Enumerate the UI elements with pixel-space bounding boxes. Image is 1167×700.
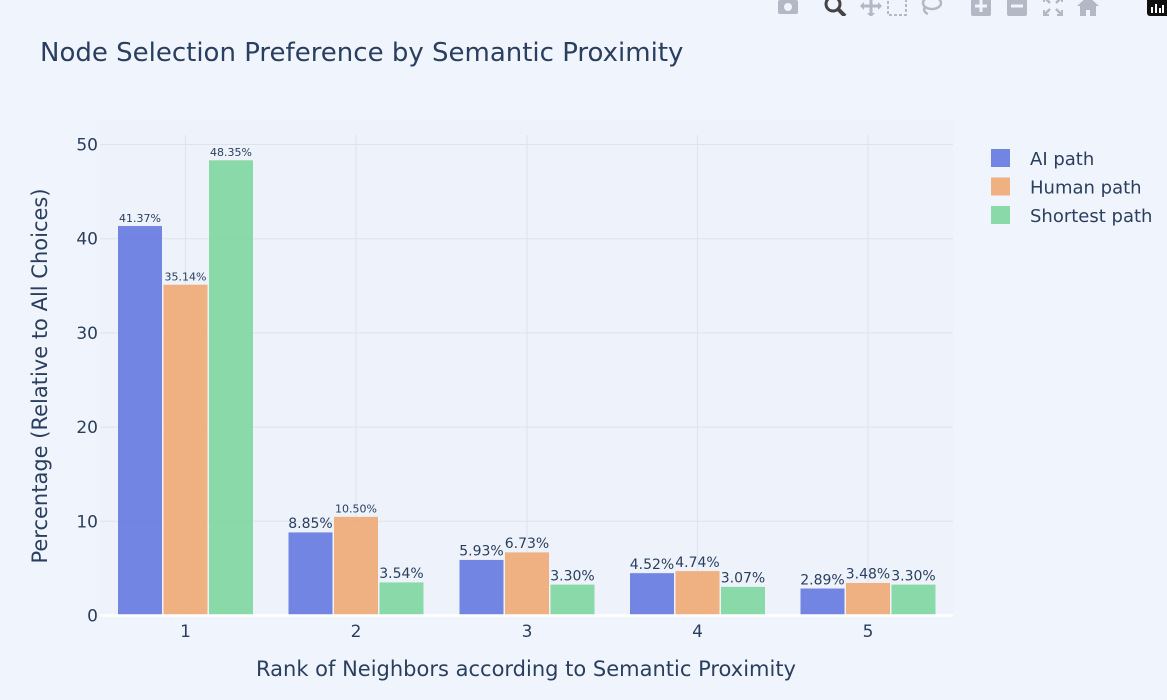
data-label: 5.93% bbox=[459, 544, 503, 560]
data-labels: 41.37% 8.85% 5.93% 4.52% 2.89% 35.14% 10.50% 6.… bbox=[119, 146, 936, 588]
data-label: 8.85% bbox=[288, 516, 332, 532]
lasso-icon[interactable] bbox=[919, 0, 943, 16]
bar[interactable] bbox=[163, 284, 208, 616]
bars[interactable] bbox=[117, 159, 936, 616]
x-tick-label: 5 bbox=[863, 622, 874, 642]
x-axis-label: Rank of Neighbors according to Semantic … bbox=[256, 657, 796, 681]
bar[interactable] bbox=[891, 584, 936, 616]
legend-item[interactable]: Shortest path bbox=[991, 206, 1152, 227]
y-tick-label: 50 bbox=[76, 136, 98, 156]
legend-swatch bbox=[991, 177, 1010, 196]
bar[interactable] bbox=[208, 159, 254, 616]
home-icon[interactable] bbox=[1076, 0, 1100, 16]
bar[interactable] bbox=[288, 531, 333, 616]
y-tick-label: 40 bbox=[76, 230, 98, 250]
data-label: 10.50% bbox=[335, 503, 377, 516]
data-label: 3.54% bbox=[379, 566, 423, 582]
legend-label: Human path bbox=[1030, 178, 1142, 199]
x-tick-label: 4 bbox=[692, 622, 703, 642]
data-label: 4.74% bbox=[675, 555, 719, 571]
modebar bbox=[777, 0, 1167, 16]
camera-icon[interactable] bbox=[777, 0, 800, 16]
y-tick-label: 0 bbox=[87, 607, 98, 627]
legend-item[interactable]: Human path bbox=[991, 177, 1142, 199]
data-label: 3.48% bbox=[846, 567, 890, 583]
bar[interactable] bbox=[845, 582, 891, 616]
y-tick-label: 20 bbox=[76, 418, 98, 438]
bar[interactable] bbox=[333, 516, 379, 616]
chart-title: Node Selection Preference by Semantic Pr… bbox=[40, 38, 683, 68]
data-label: 3.30% bbox=[550, 568, 594, 584]
zoom-icon[interactable] bbox=[823, 0, 847, 16]
bar[interactable] bbox=[117, 225, 163, 616]
zoom-out-icon[interactable] bbox=[1005, 0, 1029, 16]
data-label: 4.52% bbox=[630, 557, 674, 573]
box-select-icon[interactable] bbox=[885, 0, 909, 16]
plotly-logo-icon[interactable] bbox=[1147, 0, 1167, 16]
y-axis-label: Percentage (Relative to All Choices) bbox=[28, 188, 52, 563]
pan-icon[interactable] bbox=[859, 0, 883, 16]
data-label: 3.30% bbox=[891, 568, 935, 584]
bar[interactable] bbox=[550, 584, 595, 616]
legend[interactable]: AI path Human path Shortest path bbox=[991, 149, 1152, 227]
legend-swatch bbox=[991, 206, 1010, 224]
y-tick-label: 30 bbox=[76, 324, 98, 344]
bar[interactable] bbox=[379, 581, 424, 616]
data-label: 35.14% bbox=[165, 270, 207, 283]
legend-swatch bbox=[991, 149, 1010, 167]
zoom-in-icon[interactable] bbox=[969, 0, 993, 16]
bar[interactable] bbox=[675, 570, 720, 616]
data-label: 3.07% bbox=[721, 571, 765, 587]
x-tick-label: 3 bbox=[522, 622, 533, 642]
axes: 0 10 20 30 40 50 1 2 3 4 5 bbox=[76, 136, 953, 642]
y-tick-label: 10 bbox=[76, 512, 98, 532]
data-label: 48.35% bbox=[210, 146, 252, 159]
legend-label: AI path bbox=[1030, 149, 1094, 170]
x-tick-label: 1 bbox=[180, 622, 191, 642]
bar[interactable] bbox=[504, 551, 550, 616]
data-label: 41.37% bbox=[119, 212, 161, 225]
bar[interactable] bbox=[720, 586, 766, 616]
data-label: 2.89% bbox=[800, 572, 844, 588]
data-label: 6.73% bbox=[505, 536, 549, 552]
bar[interactable] bbox=[459, 559, 504, 616]
legend-label: Shortest path bbox=[1030, 206, 1152, 227]
legend-item[interactable]: AI path bbox=[991, 149, 1094, 170]
bar[interactable] bbox=[629, 572, 675, 616]
bar[interactable] bbox=[800, 588, 845, 616]
autoscale-icon[interactable] bbox=[1041, 0, 1065, 16]
x-tick-label: 2 bbox=[351, 622, 362, 642]
